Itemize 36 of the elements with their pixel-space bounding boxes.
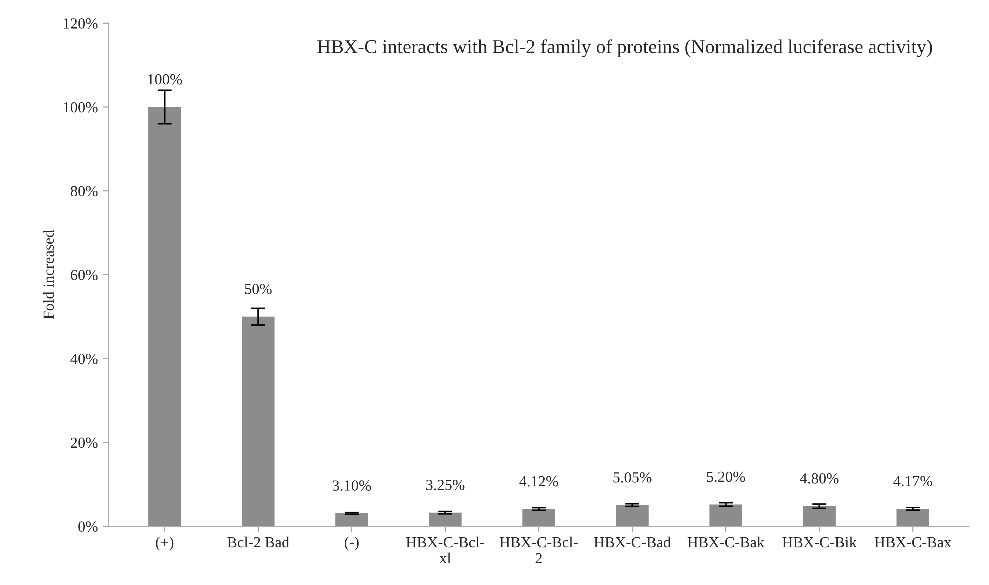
bar	[336, 514, 368, 526]
bar	[710, 504, 742, 526]
bar	[522, 509, 556, 526]
data-label: 100%	[148, 74, 182, 85]
x-tick-label: HBX-C-Bax	[874, 537, 952, 548]
bar	[148, 107, 182, 526]
bar	[896, 509, 930, 526]
y-tick-label: 80%	[70, 186, 98, 197]
y-axis-title: Fold increased	[43, 230, 54, 320]
x-tick-label: HBX-C-Bad	[594, 536, 671, 548]
data-label: 5.05%	[614, 472, 652, 483]
data-label: 4.12%	[520, 476, 558, 487]
y-tick-label: 60%	[71, 270, 98, 280]
text: HBX-C interacts with Bcl-2 family of proteins (Normalized luciferase activity)	[318, 40, 932, 58]
y-tick-label: 40%	[70, 354, 98, 364]
data-label: 3.10%	[332, 480, 372, 492]
bar	[616, 505, 649, 526]
x-tick-label: (-)	[344, 536, 359, 551]
x-tick-label: HBX-C-Bak	[688, 536, 765, 548]
data-label: 4.17%	[894, 476, 932, 487]
bar	[803, 506, 836, 526]
data-label: 4.80%	[800, 474, 839, 484]
y-tick-label: 20%	[71, 438, 98, 448]
y-tick-label: 120%	[64, 18, 98, 29]
x-tick-label: Bcl-2 Bad	[228, 536, 290, 548]
y-tick-label: 0%	[78, 522, 98, 532]
bar	[242, 316, 275, 526]
y-tick-label: 100%	[64, 102, 98, 113]
x-tick-label: HBX-C-Bcl- xl	[406, 536, 484, 564]
x-tick-label: HBX-C-Bik	[782, 536, 857, 548]
data-label: 50%	[245, 284, 272, 294]
bar	[429, 512, 462, 526]
x-tick-label: HBX-C-Bcl- 2	[500, 536, 578, 564]
x-tick-label: (+)	[156, 536, 174, 551]
data-label: 5.20%	[707, 472, 746, 482]
data-label: 3.25%	[426, 480, 465, 490]
